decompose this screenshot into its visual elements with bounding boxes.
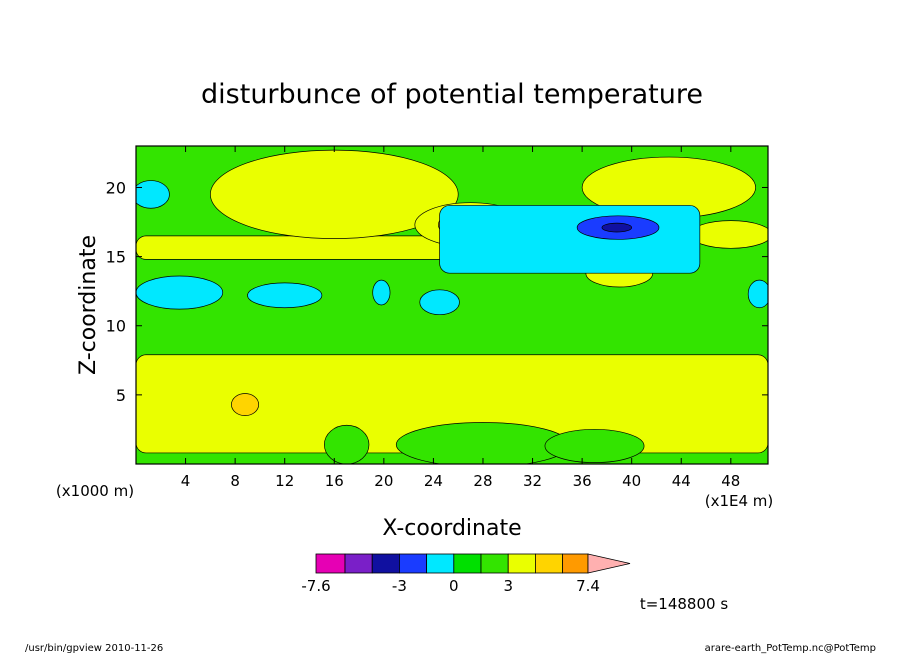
colorbar-tick-label: 7.4 xyxy=(576,577,600,595)
x-tick-label: 16 xyxy=(325,472,344,490)
contour-region-19 xyxy=(372,279,391,306)
x-tick-label: 44 xyxy=(672,472,691,490)
colorbar-tick-label: 3 xyxy=(503,577,513,595)
x-tick-label: 4 xyxy=(181,472,191,490)
x-tick-label: 24 xyxy=(424,472,443,490)
y-tick-label: 5 xyxy=(116,386,126,405)
x-unit-label: (x1E4 m) xyxy=(705,492,774,510)
contour-region-1 xyxy=(136,235,459,260)
y-axis-label: Z-coordinate xyxy=(76,235,101,375)
y-tick-label: 10 xyxy=(106,317,126,336)
x-tick-label: 32 xyxy=(523,472,542,490)
colorbar-tick-labels: -7.6 -3 0 3 7.4 xyxy=(301,577,600,595)
chart-title: disturbunce of potential temperature xyxy=(201,79,703,110)
footer-right: arare-earth_PotTemp.nc@PotTemp xyxy=(705,643,876,654)
colorbar-tick-label: -3 xyxy=(392,577,407,595)
colorbar xyxy=(315,553,631,574)
colorbar-segment xyxy=(371,553,400,574)
x-tick-label: 48 xyxy=(721,472,740,490)
y-tick-label: 20 xyxy=(106,178,126,197)
contour-region-16 xyxy=(136,275,224,310)
y-tick-label: 15 xyxy=(106,248,126,267)
contour-region-8 xyxy=(544,429,645,463)
x-tick-label: 36 xyxy=(573,472,592,490)
colorbar-tick-label: 0 xyxy=(449,577,459,595)
colorbar-segment xyxy=(399,553,428,574)
x-axis-ticks: 4 8 12 16 20 24 28 32 36 40 44 48 xyxy=(181,146,740,490)
colorbar-segment xyxy=(507,553,536,574)
colorbar-segment xyxy=(562,553,589,574)
colorbar-segment xyxy=(453,553,482,574)
colorbar-tick-label: -7.6 xyxy=(301,577,330,595)
colorbar-extend-triangle xyxy=(587,553,631,574)
plot-frame xyxy=(135,145,769,465)
x-tick-label: 8 xyxy=(230,472,240,490)
colorbar-segment xyxy=(426,553,455,574)
x-axis-label: X-coordinate xyxy=(382,516,521,541)
contour-region-12 xyxy=(231,393,260,416)
x-tick-label: 40 xyxy=(622,472,641,490)
contour-region-20 xyxy=(136,180,170,209)
x-tick-label: 28 xyxy=(473,472,492,490)
contour-region-9 xyxy=(324,424,370,464)
y-axis-ticks: 5 10 15 20 xyxy=(106,178,768,405)
time-label: t=148800 s xyxy=(640,595,728,613)
colorbar-segment xyxy=(535,553,564,574)
colorbar-segment xyxy=(480,553,509,574)
contour-region-18 xyxy=(419,289,460,316)
contour-region-21 xyxy=(747,279,768,309)
contour-region-17 xyxy=(247,282,323,309)
contour-regions xyxy=(136,149,768,464)
x-tick-label: 20 xyxy=(374,472,393,490)
contour-region-6 xyxy=(689,220,768,249)
contour-region-13 xyxy=(439,205,701,274)
x-tick-label: 12 xyxy=(275,472,294,490)
colorbar-segment xyxy=(315,553,346,574)
y-unit-label: (x1000 m) xyxy=(56,482,134,500)
colorbar-segment xyxy=(344,553,373,574)
footer-left: /usr/bin/gpview 2010-11-26 xyxy=(25,643,163,654)
contour-region-15 xyxy=(601,222,633,233)
